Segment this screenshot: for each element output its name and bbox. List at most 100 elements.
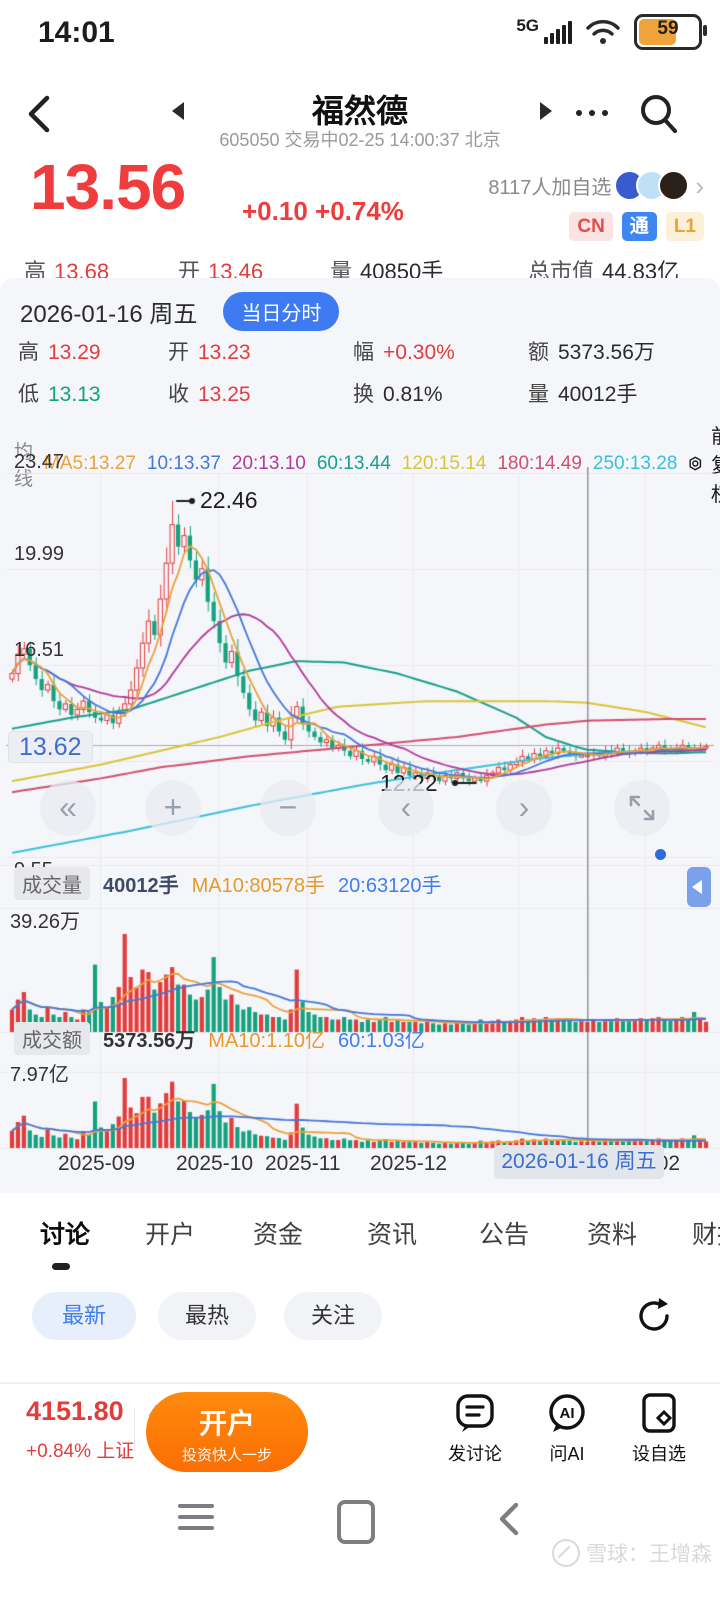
selected-date-tag: 2026-01-16 周五	[494, 1145, 664, 1179]
stat-低: 低 13.13	[18, 383, 101, 406]
current-price: 13.56	[30, 151, 186, 223]
rewind-button[interactable]: «	[40, 780, 96, 836]
home-icon[interactable]	[337, 1500, 375, 1544]
open-account-button[interactable]: 开户 投资快人一步	[146, 1392, 308, 1472]
badge-CN: CN	[569, 212, 613, 241]
stat-额: 额 5373.56万	[528, 341, 655, 364]
xueqiu-logo-icon	[552, 1539, 580, 1567]
clipped-stats-row: 高 13.68 开 13.46 量 40850手 总市值 44.83亿	[0, 254, 720, 278]
stock-title: 福然德	[311, 93, 408, 129]
chip-最新[interactable]: 最新	[32, 1292, 136, 1340]
x-axis-label: 2025-11	[265, 1152, 341, 1175]
badge-L1: L1	[665, 212, 704, 241]
index-change: +0.84% 上证	[26, 1441, 135, 1462]
tab-讨论[interactable]: 讨论	[40, 1221, 91, 1249]
status-bar: 14:01 5G 59	[0, 0, 720, 60]
battery-icon: 59	[634, 14, 707, 50]
prev-stock-icon[interactable]	[172, 102, 184, 120]
pan-left-button[interactable]: ‹	[378, 780, 434, 836]
tab-资讯[interactable]: 资讯	[367, 1221, 418, 1249]
cellular-signal-icon: 5G	[516, 16, 572, 44]
chip-关注[interactable]: 关注	[284, 1292, 382, 1340]
discussion-bubble-icon	[456, 1394, 494, 1432]
kline-panel: 2026-01-16 周五 当日分时 高 13.29 开 13.23 幅 +0.30% 额 5…	[0, 278, 720, 1193]
quote-block: 13.56 +0.10 +0.74% 8117人加自选 › CN 通 L1	[0, 151, 720, 256]
tab-开户[interactable]: 开户	[145, 1221, 196, 1249]
kline-canvas[interactable]	[0, 455, 720, 1150]
clock: 14:01	[38, 16, 115, 49]
stat-量: 量 40012手	[528, 383, 638, 406]
index-value[interactable]: 4151.80	[26, 1396, 124, 1426]
filter-chips: 最新 最热 关注	[0, 1288, 720, 1358]
action-问AI[interactable]: AI 问AI	[522, 1390, 612, 1466]
volume-current: 40012手	[103, 875, 179, 897]
action-发讨论[interactable]: 发讨论	[430, 1390, 520, 1466]
stat-收: 收 13.25	[168, 383, 251, 406]
volume-ma20: 20:63120手	[338, 875, 442, 897]
stat-开: 开 13.46	[178, 259, 264, 278]
stat-幅: 幅 +0.30%	[353, 341, 455, 364]
followers-row[interactable]: 8117人加自选 ›	[488, 170, 704, 201]
amount-current: 5373.56万	[103, 1030, 196, 1052]
amount-pane-title: 成交额	[14, 1022, 90, 1055]
triangle-left-icon	[692, 880, 702, 894]
header: 福然德 605050 交易中02-25 14:00:37 北京	[0, 60, 720, 156]
action-设自选[interactable]: 设自选	[614, 1390, 704, 1466]
ohlc-stats-grid: 高 13.29 开 13.23 幅 +0.30% 额 5373.56万低 13.13 收 13.25…	[0, 336, 720, 414]
volume-pane-header: 成交量 40012手 MA10:80578手 20:63120手	[14, 867, 441, 900]
nav-back-icon[interactable]	[498, 1502, 520, 1536]
badge-通: 通	[621, 212, 657, 241]
high-annotation: 22.46	[200, 487, 258, 513]
stat-高: 高 13.29	[18, 341, 101, 364]
tab-bar: 讨论 开户 资金 资讯 公告 资料 财报	[0, 1193, 720, 1288]
svg-text:AI: AI	[560, 1405, 575, 1422]
selected-date: 2026-01-16 周五	[20, 301, 198, 328]
y-axis-label: 16.51	[14, 639, 65, 661]
stat-量: 量 40850手	[330, 259, 444, 278]
x-axis-label: 2025-10	[176, 1152, 254, 1175]
fullscreen-button[interactable]	[614, 780, 670, 836]
back-icon[interactable]	[26, 94, 52, 134]
y-axis-label: 19.99	[14, 543, 65, 565]
chip-最热[interactable]: 最热	[158, 1292, 256, 1340]
followers-count: 8117人加自选	[488, 177, 612, 199]
chevron-right-icon: ›	[695, 170, 704, 201]
expand-arrows-icon	[629, 795, 655, 821]
zoom-in-button[interactable]: +	[145, 780, 201, 836]
next-stock-icon[interactable]	[540, 102, 552, 120]
battery-percent: 59	[657, 18, 679, 39]
volume-ma10: MA10:80578手	[191, 875, 326, 897]
x-axis-label: 2025-09	[58, 1152, 136, 1175]
volume-ymax: 39.26万	[10, 911, 81, 933]
market-badges: CN 通 L1	[569, 212, 704, 241]
intraday-minute-button[interactable]: 当日分时	[223, 292, 340, 331]
refresh-icon[interactable]	[634, 1296, 674, 1336]
stat-总市值: 总市值 44.83亿	[528, 259, 680, 278]
stat-换: 换 0.81%	[353, 383, 443, 406]
amount-ymax: 7.97亿	[10, 1064, 69, 1086]
recents-icon[interactable]	[178, 1504, 214, 1537]
tab-公告[interactable]: 公告	[479, 1221, 530, 1249]
collapse-pane-button[interactable]	[687, 867, 711, 907]
x-axis-label: 2025-12	[370, 1152, 448, 1175]
y-axis-label: 23.47	[14, 451, 65, 473]
pagination-dot	[655, 849, 666, 860]
ask-ai-icon: AI	[549, 1394, 585, 1432]
search-icon[interactable]	[638, 92, 680, 136]
zoom-out-button[interactable]: −	[260, 780, 316, 836]
more-menu-icon[interactable]	[576, 110, 608, 116]
pan-right-button[interactable]: ›	[496, 780, 552, 836]
tab-资金[interactable]: 资金	[253, 1221, 304, 1249]
bottom-action-bar: 4151.80 +0.84% 上证 开户 投资快人一步 发讨论 AI 问AI 设自选	[0, 1382, 720, 1482]
watermark: 雪球：王增森	[552, 1538, 712, 1568]
tab-财报[interactable]: 财报	[692, 1221, 720, 1249]
tab-资料[interactable]: 资料	[587, 1221, 638, 1249]
kline-chart-area[interactable]: 23.47 19.99 16.51 9.55 13.62 22.46 12.22…	[0, 451, 720, 1193]
price-change: +0.10 +0.74%	[242, 196, 404, 226]
add-watchlist-icon	[642, 1393, 676, 1433]
system-nav-bar: 雪球：王增森	[0, 1480, 720, 1600]
stat-开: 开 13.23	[168, 341, 251, 364]
active-tab-indicator	[52, 1263, 70, 1270]
amount-ma60: 60:1.03亿	[338, 1030, 425, 1052]
